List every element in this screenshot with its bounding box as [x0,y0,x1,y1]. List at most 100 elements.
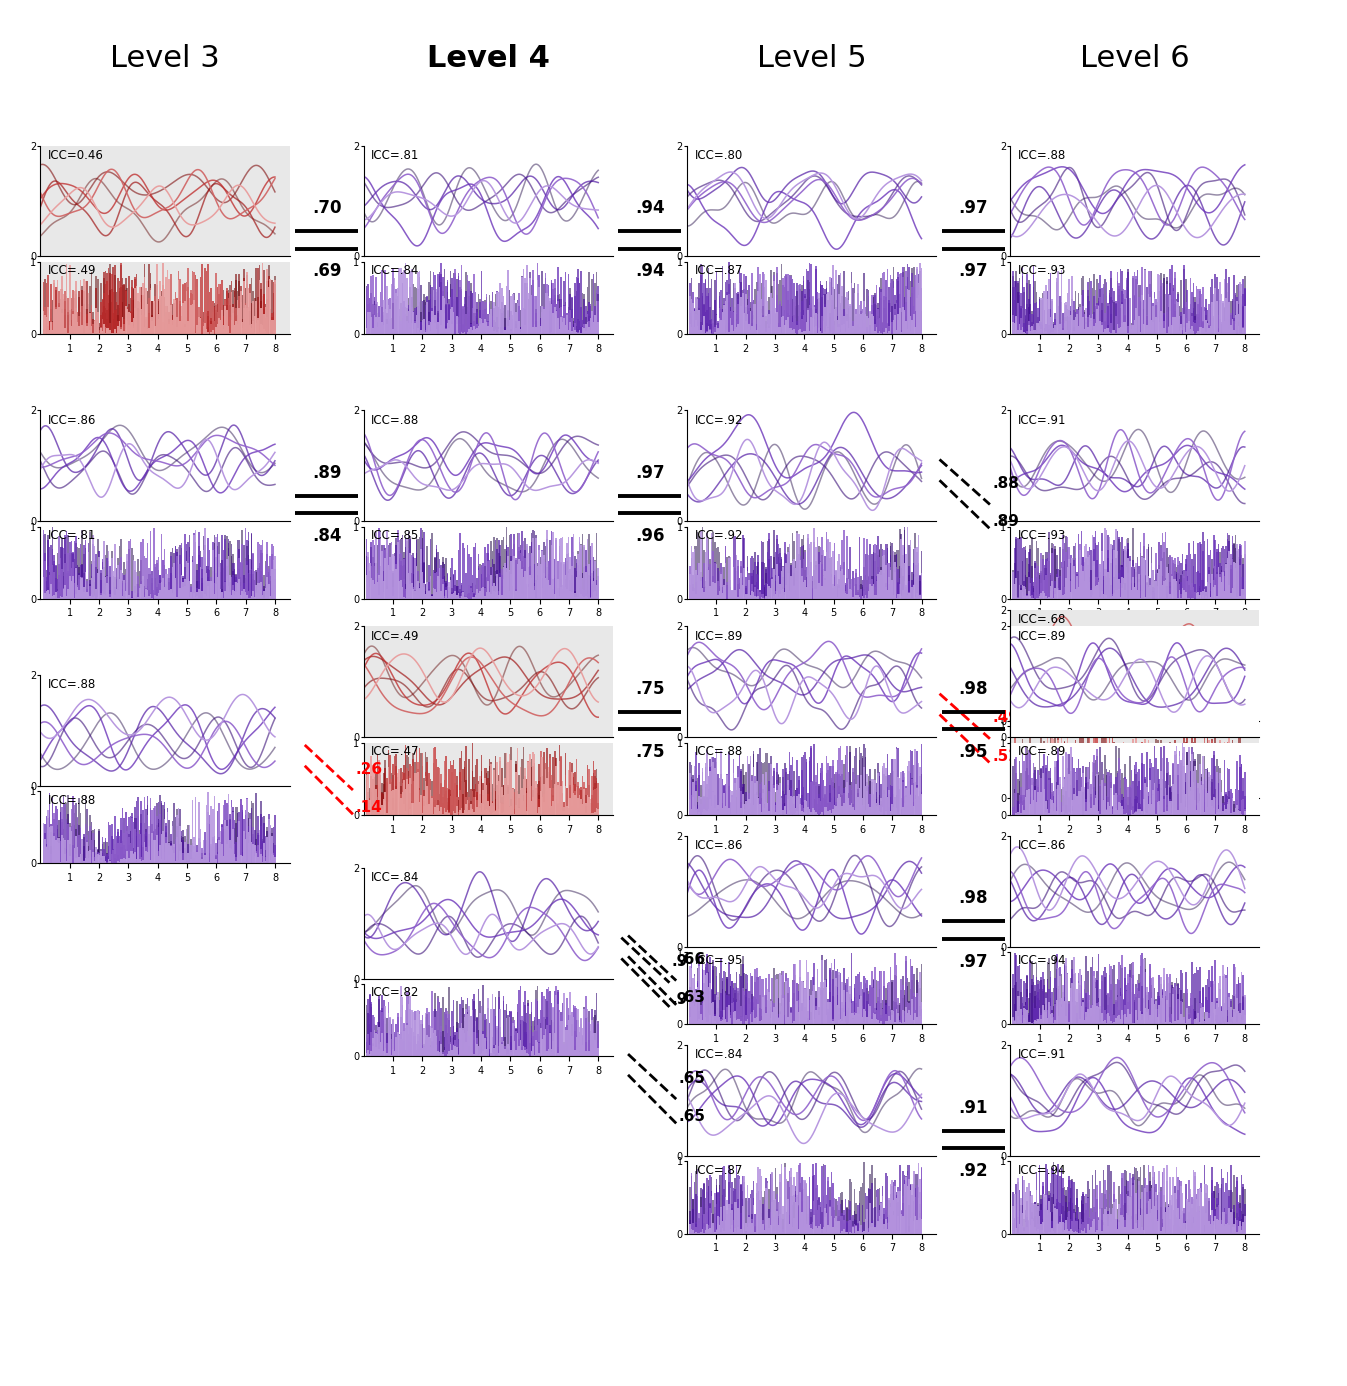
Bar [513,789,515,815]
Bar [1167,586,1168,599]
Bar [544,331,546,334]
Bar [1016,812,1017,815]
Bar [1172,330,1175,334]
Bar [792,1009,793,1024]
Bar [1039,297,1040,334]
Bar [463,331,465,334]
Bar [366,775,368,815]
Bar [419,277,420,334]
Bar [47,331,48,334]
Bar [882,1017,884,1024]
Bar [1070,1179,1071,1234]
Bar [257,584,259,599]
Bar [245,839,247,863]
Bar [742,597,744,599]
Bar [1185,1222,1187,1234]
Bar [703,1227,704,1234]
Bar [1164,969,1165,1024]
Bar [1075,772,1076,815]
Bar [696,322,699,334]
Bar [1080,808,1083,815]
Bar [158,851,159,863]
Bar [583,545,585,599]
Bar [849,753,851,815]
Bar [1107,809,1109,815]
Bar [909,281,912,334]
Bar [1145,1192,1146,1234]
Bar [544,563,546,599]
Bar [387,531,388,599]
Bar [1202,1210,1204,1234]
Bar [823,294,824,334]
Bar [155,326,156,334]
Bar [707,1210,710,1234]
Bar [804,298,806,334]
Bar [695,1227,696,1234]
Bar [1215,1009,1216,1024]
Bar [828,579,831,599]
Bar [141,861,144,863]
Bar [554,298,555,334]
Bar [155,840,156,863]
Bar [1098,744,1099,798]
Bar [1137,783,1138,798]
Bar [407,1052,408,1056]
Bar [591,586,593,599]
Bar [578,786,579,815]
Bar [1239,1203,1241,1234]
Bar [831,972,832,1024]
Bar [94,324,96,334]
Bar [902,998,904,1024]
Bar [555,758,558,815]
Bar [461,592,462,599]
Bar [722,805,723,815]
Bar [1238,809,1239,815]
Bar [1117,1220,1118,1234]
Bar [412,1049,414,1056]
Bar [408,298,409,334]
Bar [876,577,877,599]
Bar [862,313,863,334]
Bar [593,761,594,815]
Bar [1184,790,1185,815]
Bar [571,1024,572,1056]
Bar [1036,1231,1037,1234]
Bar [1195,973,1196,1024]
Bar [492,801,493,815]
Bar [781,809,783,815]
Bar [1037,572,1039,599]
Bar [1037,992,1039,1024]
Bar [1100,326,1103,334]
Bar [164,819,166,863]
Bar [387,1017,388,1056]
Bar [1063,757,1064,815]
Bar [1126,985,1127,1024]
Bar [238,818,240,863]
Bar [849,801,851,815]
Bar [377,786,379,815]
Bar [1071,276,1074,334]
Bar [694,1020,695,1024]
Bar [857,801,858,815]
Bar [412,284,414,334]
Bar [897,748,898,815]
Bar [1095,773,1096,798]
Bar [521,805,523,815]
Bar [1047,1174,1048,1234]
Bar [492,1051,493,1056]
Bar [846,1222,847,1234]
Bar [1245,997,1246,1024]
Bar [411,812,412,815]
Bar [564,1042,566,1056]
Bar [1238,284,1239,334]
Bar [1181,1218,1184,1234]
Bar [1099,571,1100,599]
Bar [1037,308,1039,334]
Bar [1013,797,1014,798]
Bar [704,1222,706,1234]
Bar [1197,783,1199,815]
Bar [497,570,498,599]
Bar [136,584,137,599]
Bar [1157,787,1158,815]
Bar [78,327,79,334]
